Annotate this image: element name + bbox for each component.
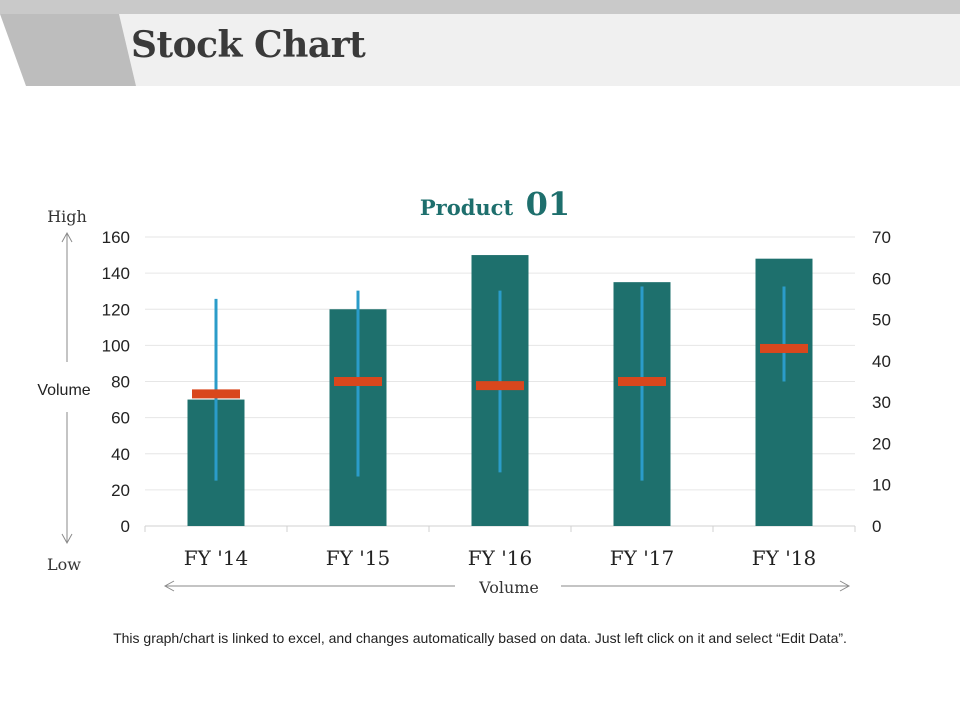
right-tick-label: 0 — [872, 517, 881, 536]
left-arrow-head — [163, 580, 175, 592]
left-axis-ticks: 0 20 40 60 80 100 120 140 160 — [102, 228, 130, 536]
left-tick-label: 40 — [111, 445, 130, 464]
left-tick-label: 80 — [111, 373, 130, 392]
right-tick-label: 70 — [872, 228, 891, 247]
left-tick-label: 100 — [102, 336, 130, 355]
right-tick-label: 60 — [872, 269, 891, 288]
left-tick-label: 140 — [102, 264, 130, 283]
high-label: High — [47, 207, 87, 226]
low-label: Low — [47, 555, 81, 574]
category-labels: FY '14 FY '15 FY '16 FY '17 FY '18 — [184, 546, 816, 570]
category-label: FY '15 — [326, 546, 390, 570]
chart-title-word: Product — [420, 195, 514, 220]
up-arrow-head — [61, 231, 73, 243]
left-tick-label: 160 — [102, 228, 130, 247]
close-markers — [192, 343, 808, 399]
category-label: FY '16 — [468, 546, 532, 570]
footer-note: This graph/chart is linked to excel, and… — [113, 630, 847, 646]
right-tick-label: 20 — [872, 434, 891, 453]
left-tick-label: 20 — [111, 481, 130, 500]
close-marker — [334, 377, 382, 386]
left-tick-label: 0 — [121, 517, 130, 536]
category-label: FY '17 — [610, 546, 674, 570]
right-tick-label: 10 — [872, 476, 891, 495]
down-arrow-head — [61, 533, 73, 545]
close-marker — [760, 343, 808, 353]
category-label: FY '18 — [752, 546, 816, 570]
right-axis-ticks: 0 10 20 30 40 50 60 70 — [872, 228, 891, 536]
close-marker — [618, 377, 666, 386]
left-axis-volume-label: Volume — [37, 382, 90, 399]
chart-title-number: 01 — [526, 185, 571, 223]
header-accent-shape — [0, 14, 136, 86]
close-marker — [476, 381, 524, 391]
header-banner — [0, 0, 960, 86]
right-tick-label: 30 — [872, 393, 891, 412]
left-tick-label: 120 — [102, 300, 130, 319]
category-label: FY '14 — [184, 546, 248, 570]
right-tick-label: 40 — [872, 352, 891, 371]
header-top-band — [0, 0, 960, 14]
x-axis-label: Volume — [478, 578, 539, 597]
left-tick-label: 60 — [111, 409, 130, 428]
right-arrow-head — [839, 580, 851, 592]
slide-header: Stock Chart — [0, 0, 960, 90]
right-tick-label: 50 — [872, 311, 891, 330]
chart-title: Product 01 — [420, 185, 570, 223]
page-title: Stock Chart — [131, 24, 366, 66]
close-marker — [192, 389, 240, 399]
header-title-band — [119, 14, 960, 86]
